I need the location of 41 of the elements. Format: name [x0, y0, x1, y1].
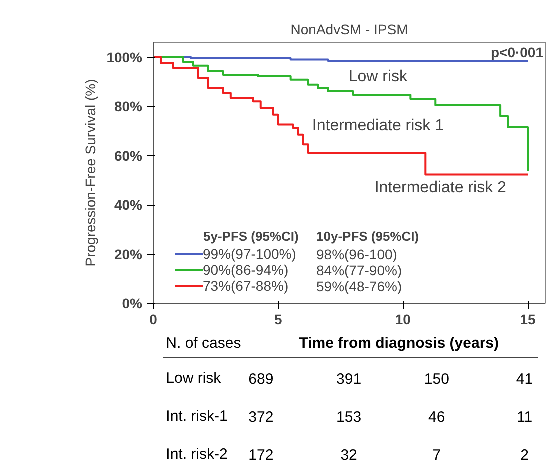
- text: 150: [424, 371, 450, 388]
- text: 172: [248, 447, 274, 464]
- text: Low risk: [166, 370, 222, 387]
- y-tick-label: 80%: [114, 98, 144, 115]
- annotation: 10y-PFS (95%CI): [316, 229, 420, 244]
- annotation: Intermediate risk 2: [374, 179, 507, 196]
- y-tick-label: 60%: [114, 148, 144, 164]
- text: 41: [516, 371, 534, 388]
- text: 689: [248, 371, 274, 388]
- annotation: 5y-PFS (95%CI): [204, 229, 299, 244]
- y-tick-label: 40%: [114, 197, 144, 214]
- text: 7: [432, 447, 442, 464]
- x-axis-title: Time from diagnosis (years): [299, 335, 500, 352]
- y-tick-label: 20%: [114, 246, 144, 262]
- text: 372: [248, 409, 274, 426]
- legend-label: 90%(86-94%): [203, 262, 289, 278]
- annotation: 98%(96-100): [316, 246, 398, 262]
- legend-label: 99%(97-100%): [203, 246, 296, 262]
- annotation: Low risk: [348, 68, 409, 86]
- annotation: Intermediate risk 1: [312, 118, 444, 135]
- text: 32: [340, 447, 358, 464]
- y-tick-label: 100%: [106, 49, 144, 66]
- annotation: 84%(77-90%): [316, 262, 402, 278]
- text: 11: [516, 409, 533, 426]
- text: 2: [520, 447, 529, 464]
- annotation: p<0·001: [490, 44, 544, 60]
- x-tick-label: 0: [150, 312, 158, 328]
- text: 46: [428, 409, 446, 426]
- y-tick-label: 0%: [122, 296, 144, 312]
- y-axis-title: Progression-Free Survival (%): [82, 79, 99, 267]
- text: Int. risk-2: [166, 446, 228, 463]
- x-tick-label: 5: [274, 312, 282, 328]
- text: 391: [336, 371, 362, 388]
- annotation: 59%(48-76%): [316, 278, 402, 294]
- text: Int. risk-1: [166, 408, 228, 425]
- x-tick-label: 15: [520, 312, 536, 328]
- legend-label: 73%(67-88%): [203, 278, 289, 294]
- text: 153: [336, 409, 362, 426]
- text: N. of cases: [166, 335, 242, 352]
- chart-title: NonAdvSM - IPSM: [290, 22, 408, 38]
- x-tick-label: 10: [395, 312, 412, 328]
